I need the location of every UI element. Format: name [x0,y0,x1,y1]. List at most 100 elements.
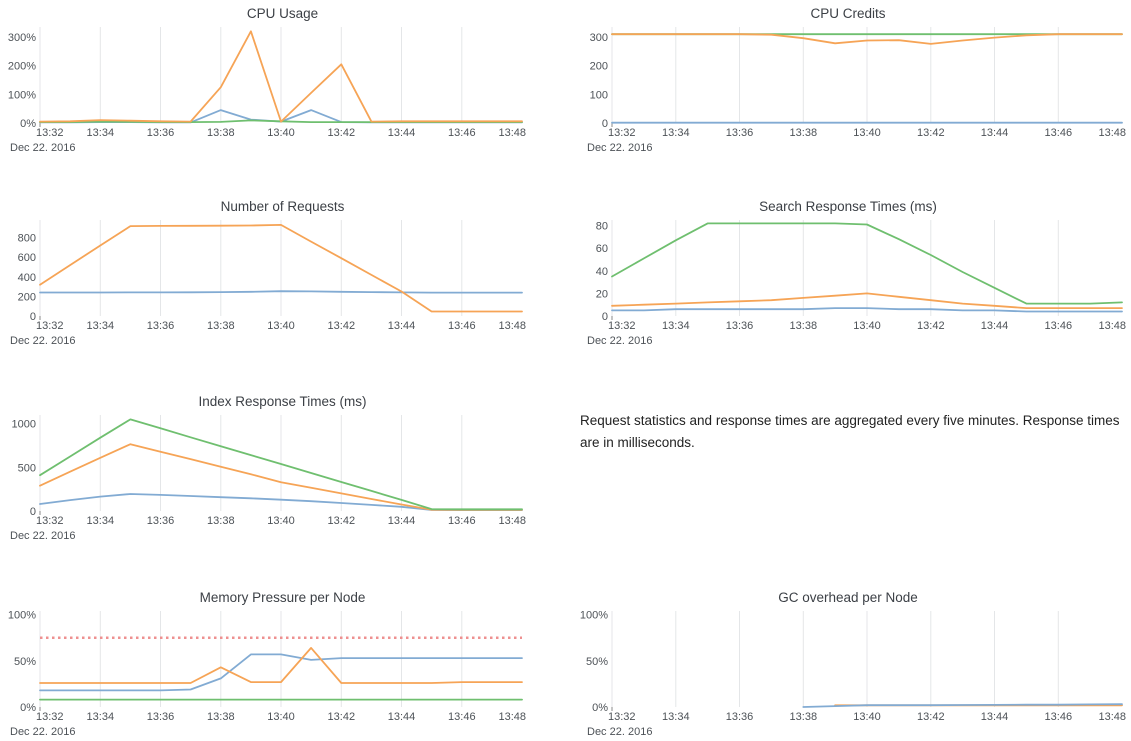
y-tick-label: 100% [580,610,608,622]
x-tick-label: 13:38 [207,711,235,723]
x-tick-label: 13:42 [917,711,945,723]
x-tick-label: 13:34 [87,127,115,139]
y-tick-label: 20 [596,288,608,300]
x-tick-label: 13:32 [36,711,64,723]
x-tick-label: 13:34 [87,515,115,527]
x-tick-label: 13:44 [981,711,1009,723]
y-tick-label: 300 [590,32,608,44]
line-chart-svg[interactable]: 0 100 200 300 13:32 13:34 13:36 13:38 13:40 13:42… [565,23,1130,163]
y-tick-label: 0 [30,311,36,323]
chart-title-search-response-times: Search Response Times (ms) [759,199,937,214]
y-tick-label: 50% [586,656,608,668]
x-tick-label: 13:40 [853,320,881,332]
date-label: Dec 22. 2016 [587,142,652,154]
x-tick-label: 13:42 [328,515,356,527]
chart-cpu-usage: CPU Usage 0% 100% 200% 300% 13:32 13:34 13:36 1… [0,0,565,190]
x-tick-label: 13:38 [790,127,818,139]
x-tick-label: 13:36 [726,127,754,139]
chart-canvas-search-response-times[interactable]: 0 20 40 60 80 13:32 13:34 13:36 13:38 13:40 13:42 1… [565,216,1130,356]
note-panel: Request statistics and response times ar… [565,385,1131,580]
x-tick-label: 13:42 [917,320,945,332]
date-label: Dec 22. 2016 [10,726,75,738]
x-tick-label: 13:32 [36,515,64,527]
y-tick-label: 0 [30,506,36,518]
x-tick-label: 13:40 [267,320,295,332]
x-tick-label: 13:48 [1098,711,1126,723]
x-tick-label: 13:48 [498,515,526,527]
chart-canvas-number-of-requests[interactable]: 0 200 400 600 800 13:32 13:34 13:36 13:38 13:40 13… [0,216,565,356]
line-chart-svg[interactable]: 0% 50% 100% 13:32 13:34 13:36 13:38 13:40 13:42 1… [0,607,565,741]
y-tick-label: 400 [18,272,36,284]
series-green [39,418,523,511]
y-tick-label: 0 [602,311,608,323]
line-chart-svg[interactable]: 0 500 1000 13:32 13:34 13:36 13:38 13:40 13:42 13… [0,411,565,551]
chart-canvas-index-response-times[interactable]: 0 500 1000 13:32 13:34 13:36 13:38 13:40 13:42 13… [0,411,565,551]
y-tick-label: 0% [592,702,608,714]
chart-index-response-times: Index Response Times (ms) 0 500 1000 13:32 1… [0,385,565,580]
x-tick-label: 13:48 [1098,320,1126,332]
y-tick-label: 100% [8,610,36,622]
y-tick-label: 800 [18,233,36,245]
chart-canvas-cpu-usage[interactable]: 0% 100% 200% 300% 13:32 13:34 13:36 13:38 13:40 1… [0,23,565,163]
y-tick-label: 80 [596,221,608,233]
date-label: Dec 22. 2016 [587,726,652,738]
x-tick-label: 13:36 [726,320,754,332]
series-blue [39,653,523,692]
chart-title-index-response-times: Index Response Times (ms) [198,394,367,409]
x-tick-label: 13:42 [328,127,356,139]
chart-search-response-times: Search Response Times (ms) 0 20 40 60 80 13:3… [565,190,1131,385]
chart-cpu-credits: CPU Credits 0 100 200 300 13:32 13:34 13:36 13:… [565,0,1131,190]
y-tick-label: 200% [8,61,36,73]
y-tick-label: 1000 [12,419,36,431]
series-blue [611,307,1123,313]
x-tick-label: 13:44 [388,711,416,723]
x-tick-label: 13:46 [1045,127,1073,139]
y-tick-label: 50% [14,656,36,668]
x-tick-label: 13:32 [608,320,636,332]
y-tick-label: 0% [20,702,36,714]
x-tick-label: 13:38 [790,320,818,332]
date-label: Dec 22. 2016 [587,335,652,347]
chart-canvas-gc-overhead[interactable]: 0% 50% 100% 13:32 13:34 13:36 13:38 13:40 13:42 1… [565,607,1130,741]
x-tick-label: 13:34 [662,127,690,139]
line-chart-svg[interactable]: 0% 50% 100% 13:32 13:34 13:36 13:38 13:40 13:42 1… [565,607,1130,741]
x-tick-label: 13:42 [328,320,356,332]
series-orange [39,30,523,123]
y-tick-label: 60 [596,243,608,255]
x-tick-label: 13:42 [328,711,356,723]
x-tick-label: 13:38 [790,711,818,723]
line-chart-svg[interactable]: 0 20 40 60 80 13:32 13:34 13:36 13:38 13:40 13:42 1… [565,216,1130,356]
x-tick-label: 13:34 [87,320,115,332]
x-tick-label: 13:48 [498,127,526,139]
x-tick-label: 13:46 [448,320,476,332]
x-tick-label: 13:44 [388,320,416,332]
y-tick-label: 200 [590,61,608,73]
chart-canvas-cpu-credits[interactable]: 0 100 200 300 13:32 13:34 13:36 13:38 13:40 13:42… [565,23,1130,163]
x-tick-label: 13:44 [388,127,416,139]
chart-title-cpu-credits: CPU Credits [810,6,886,21]
x-tick-label: 13:38 [207,320,235,332]
x-tick-label: 13:42 [917,127,945,139]
x-tick-label: 13:44 [981,127,1009,139]
chart-gc-overhead: GC overhead per Node 0% 50% 100% 13:32 13:34… [565,580,1131,741]
y-tick-label: 100 [590,89,608,101]
x-tick-label: 13:46 [1045,320,1073,332]
line-chart-svg[interactable]: 0 200 400 600 800 13:32 13:34 13:36 13:38 13:40 13… [0,216,565,356]
y-tick-label: 100% [8,89,36,101]
chart-title-memory-pressure: Memory Pressure per Node [199,590,366,605]
x-tick-label: 13:36 [147,320,175,332]
x-tick-label: 13:38 [207,515,235,527]
x-tick-label: 13:36 [147,711,175,723]
x-tick-label: 13:44 [388,515,416,527]
x-tick-label: 13:36 [726,711,754,723]
x-tick-label: 13:32 [608,127,636,139]
date-label: Dec 22. 2016 [10,335,75,347]
chart-canvas-memory-pressure[interactable]: 0% 50% 100% 13:32 13:34 13:36 13:38 13:40 13:42 1… [0,607,565,741]
x-tick-label: 13:40 [267,711,295,723]
series-green [611,222,1123,305]
x-tick-label: 13:48 [498,711,526,723]
chart-title-gc-overhead: GC overhead per Node [778,590,918,605]
line-chart-svg[interactable]: 0% 100% 200% 300% 13:32 13:34 13:36 13:38 13:40 1… [0,23,565,163]
aggregation-note-text: Request statistics and response times ar… [580,413,1120,450]
